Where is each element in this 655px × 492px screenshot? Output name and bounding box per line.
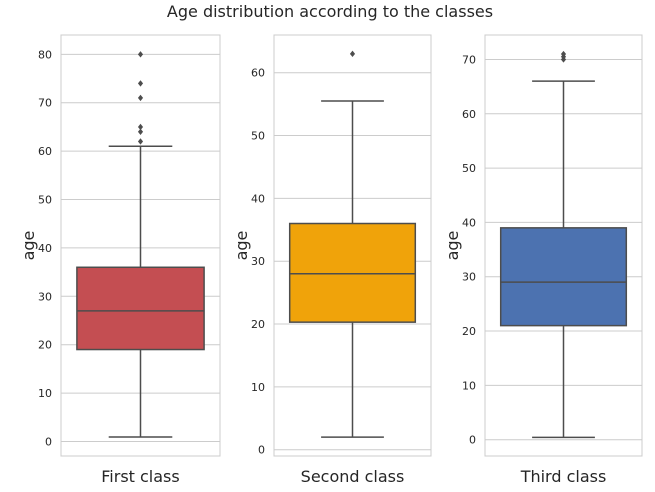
panel-1-y-tick-label: 40 bbox=[38, 242, 52, 255]
panel-1-y-tick-label: 0 bbox=[45, 435, 52, 448]
panel-3-y-tick-label: 10 bbox=[462, 379, 476, 392]
panel-1-y-tick-label: 50 bbox=[38, 194, 52, 207]
panel-2-y-tick-label: 10 bbox=[251, 381, 265, 394]
panel-3-y-tick-label: 60 bbox=[462, 108, 476, 121]
panel-3-y-tick-label: 70 bbox=[462, 53, 476, 66]
panel-1-outlier-point bbox=[137, 94, 144, 102]
chart-title: Age distribution according to the classe… bbox=[167, 2, 493, 21]
panel-1-outlier-point bbox=[137, 51, 144, 58]
panel-1-y-tick-label: 30 bbox=[38, 290, 52, 303]
panel-3-x-axis-label: Third class bbox=[520, 467, 607, 486]
panel-3-outlier-point bbox=[560, 50, 567, 58]
panel-3-y-tick-label: 30 bbox=[462, 271, 476, 284]
panel-1-x-axis-label: First class bbox=[101, 467, 179, 486]
panel-1-y-tick-label: 10 bbox=[38, 387, 52, 400]
panel-3-plot-frame bbox=[484, 34, 643, 457]
panel-2-x-axis-label: Second class bbox=[301, 467, 405, 486]
panel-1-outlier-point bbox=[137, 80, 144, 87]
panel-2-plot-frame bbox=[273, 34, 432, 457]
panel-1-y-axis-label: age bbox=[19, 231, 38, 261]
panel-2-box bbox=[288, 222, 417, 323]
panel-1-outlier-point bbox=[137, 128, 144, 135]
panel-2-outlier-point bbox=[349, 50, 356, 58]
panel-1-outlier-point bbox=[137, 123, 144, 131]
panel-3-y-tick-label: 20 bbox=[462, 325, 476, 338]
panel-3-box bbox=[499, 227, 628, 327]
panel-3-y-tick-label: 50 bbox=[462, 162, 476, 175]
panel-3-y-axis-label: age bbox=[443, 231, 462, 261]
panel-1-y-tick-label: 70 bbox=[38, 97, 52, 110]
panel-2-y-axis-label: age bbox=[232, 231, 251, 261]
panel-2-y-tick-label: 0 bbox=[258, 444, 265, 457]
panel-2-y-tick-label: 50 bbox=[251, 130, 265, 143]
panel-1-outlier-point bbox=[137, 138, 144, 145]
panel-1-y-tick-label: 20 bbox=[38, 339, 52, 352]
panel-2-y-tick-label: 60 bbox=[251, 67, 265, 80]
panel-1-plot-frame bbox=[60, 34, 221, 457]
panel-2-y-tick-label: 30 bbox=[251, 255, 265, 268]
panel-1-y-tick-label: 80 bbox=[38, 48, 52, 61]
panel-2-y-tick-label: 40 bbox=[251, 192, 265, 205]
panel-1-box bbox=[76, 266, 205, 351]
panel-2-y-tick-label: 20 bbox=[251, 318, 265, 331]
panel-1-y-tick-label: 60 bbox=[38, 145, 52, 158]
panel-3-y-tick-label: 0 bbox=[469, 434, 476, 447]
panel-3-y-tick-label: 40 bbox=[462, 216, 476, 229]
